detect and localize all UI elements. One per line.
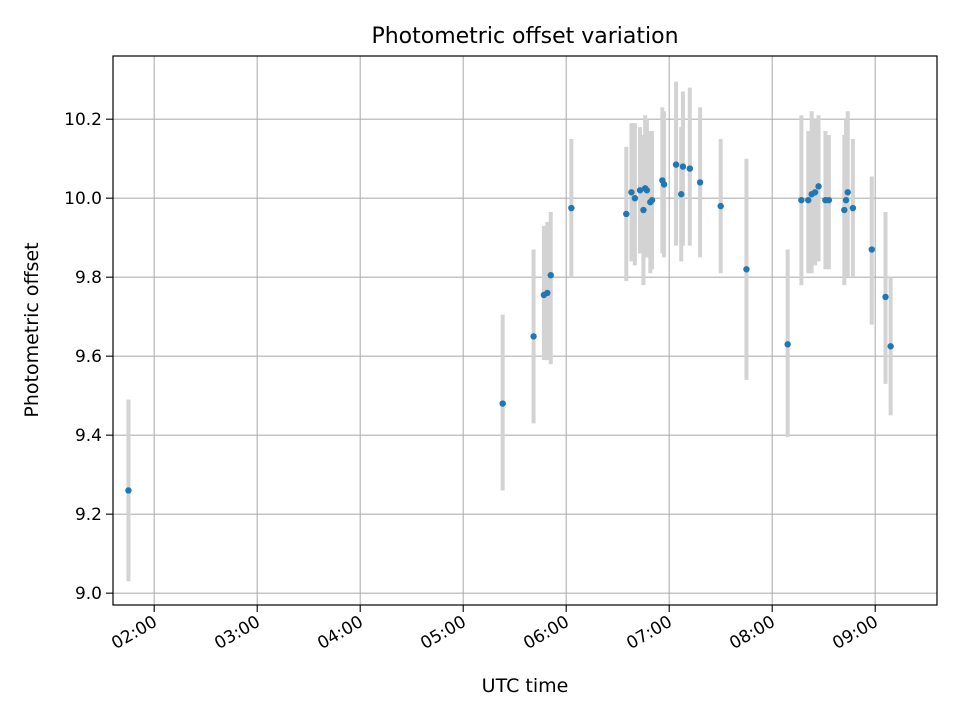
data-point [849,204,857,212]
data-point [825,196,833,204]
y-tick-label: 9.4 [75,426,102,446]
data-point [798,196,805,204]
data-point [623,210,630,218]
data-point [648,196,656,204]
data-point [125,487,132,494]
y-axis-label: Photometric offset [21,242,43,417]
data-point [815,183,822,190]
data-point [660,181,668,188]
data-point [631,194,639,202]
data-point [686,165,693,172]
data-point [805,196,812,204]
y-tick-label: 9.2 [75,505,102,525]
data-point [743,266,750,273]
data-point [547,272,554,279]
data-point [530,333,537,340]
chart-title: Photometric offset variation [371,24,678,49]
data-point [844,189,851,196]
y-tick-label: 10.0 [64,189,102,209]
data-point [672,161,680,168]
data-point [842,196,850,204]
data-point [811,189,819,196]
y-axis-ticks: 9.0 9.2 9.4 9.6 9.8 10.0 10.2 [64,110,113,604]
data-point [568,204,575,212]
plot-area-frame [112,55,938,606]
data-point [882,293,889,301]
y-tick-label: 9.0 [75,584,102,604]
data-point [717,202,724,210]
data-point [784,341,791,348]
data-point [679,163,687,170]
data-point [544,289,551,297]
x-axis-label: UTC time [482,675,569,697]
data-point [841,206,848,214]
data-point [499,400,506,407]
data-point [887,343,894,350]
y-tick-label: 9.8 [75,268,102,288]
y-tick-label: 9.6 [75,347,102,367]
data-point [643,187,651,194]
y-tick-label: 10.2 [64,110,102,130]
data-point [640,206,647,214]
data-points [125,161,894,494]
data-point [678,191,685,198]
data-point [636,187,644,194]
data-point [628,189,635,196]
data-point [868,246,875,253]
data-point [696,179,704,186]
